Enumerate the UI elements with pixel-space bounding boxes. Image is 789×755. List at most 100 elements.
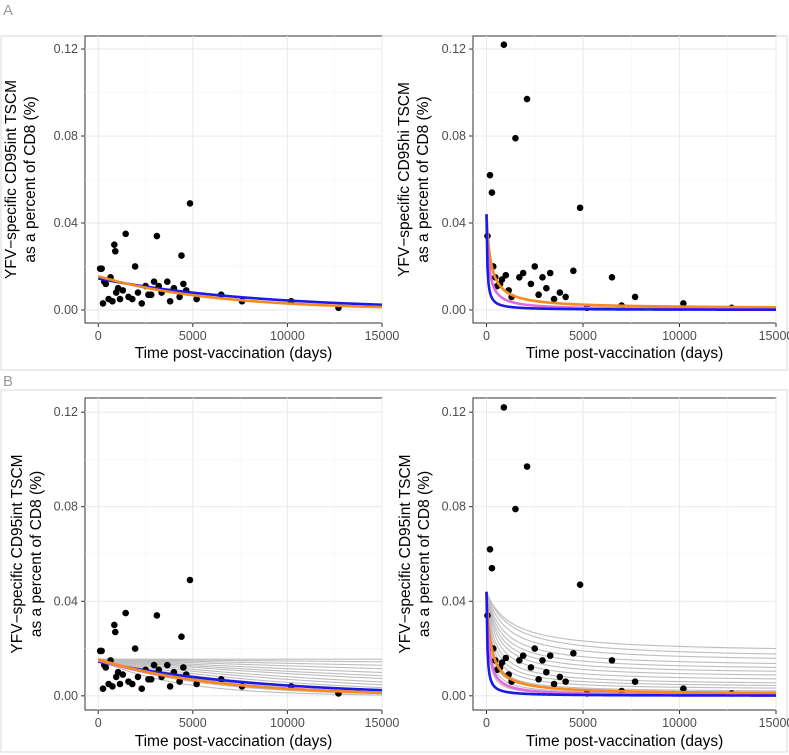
data-point — [176, 678, 183, 685]
realization-curve — [485, 591, 776, 692]
realization-curve — [98, 658, 382, 674]
y-axis-title: YFV−specific CD95hi TSCM as a percent of … — [396, 82, 432, 277]
x-tick-label: 0 — [95, 329, 102, 343]
data-point — [111, 621, 118, 629]
data-point — [562, 293, 569, 301]
realization-curve — [485, 591, 776, 659]
data-point — [180, 664, 187, 671]
data-point — [680, 685, 687, 693]
realization-curve — [98, 658, 382, 663]
realization-curve — [98, 658, 382, 696]
data-point — [102, 280, 110, 288]
data-point — [512, 134, 519, 142]
data-point — [99, 300, 107, 307]
data-point — [535, 291, 542, 299]
data-point — [531, 263, 539, 270]
data-point — [119, 671, 127, 678]
y-tick-label: 0.04 — [442, 216, 466, 230]
data-point — [116, 295, 124, 303]
realization-curve — [485, 591, 776, 672]
data-point — [550, 295, 558, 303]
data-point — [163, 278, 171, 285]
data-point — [539, 657, 546, 664]
data-point — [546, 652, 554, 659]
plot-contents — [96, 200, 382, 312]
x-axis-title: Time post-vaccination (days) — [135, 733, 333, 750]
data-point — [150, 278, 158, 285]
data-point — [608, 657, 616, 664]
data-point — [193, 680, 200, 688]
realization-curve — [98, 658, 382, 683]
panel-label-a: A — [3, 2, 13, 19]
y-axis-title: YFV−specific CD95int TSCM as a percent of… — [397, 454, 433, 653]
data-point — [122, 230, 129, 238]
data-point — [122, 609, 129, 617]
data-point — [186, 576, 194, 584]
data-point — [488, 564, 496, 572]
y-axis-title-line-2: as a percent of CD8 (%) — [22, 96, 39, 262]
data-point — [99, 685, 107, 693]
x-axis-title: Time post-vaccination (days) — [526, 345, 724, 362]
fit-curve-orange — [485, 214, 776, 309]
data-point — [502, 654, 510, 662]
data-point — [128, 680, 136, 688]
y-tick-label: 0.00 — [54, 689, 78, 703]
fit-curve-blue — [485, 591, 776, 697]
x-tick-label: 0 — [483, 329, 490, 343]
data-point — [539, 274, 546, 281]
charts-container: 0 5000 10000 15000 0.00 0.04 0.08 0.12 Time post… — [3, 35, 789, 750]
x-tick-label: 5000 — [179, 329, 207, 343]
data-point — [102, 664, 110, 671]
data-point — [516, 657, 523, 664]
data-point — [516, 274, 523, 281]
data-point — [111, 628, 119, 636]
y-axis-title-line-1: YFV−specific CD95int TSCM — [397, 454, 414, 653]
chart-B-right: 0 5000 10000 15000 0.00 0.04 0.08 0.12 Time post… — [397, 397, 789, 750]
x-tick-label: 0 — [95, 716, 102, 730]
data-point — [535, 675, 542, 683]
data-point — [543, 668, 550, 676]
data-point — [608, 274, 616, 281]
x-axis-title: Time post-vaccination (days) — [526, 733, 724, 750]
y-tick-label: 0.00 — [442, 689, 466, 703]
realization-curve — [485, 591, 776, 676]
fit-curve-orange — [485, 591, 776, 695]
x-tick-label: 15000 — [759, 329, 789, 343]
x-tick-label: 15000 — [365, 716, 400, 730]
x-tick-label: 10000 — [270, 716, 305, 730]
fit-curve-orange — [97, 657, 382, 695]
data-point — [576, 204, 584, 212]
data-point — [153, 232, 161, 240]
x-tick-label: 10000 — [662, 716, 697, 730]
data-point — [98, 265, 105, 272]
x-tick-label: 5000 — [569, 329, 597, 343]
data-point — [178, 633, 185, 641]
data-point — [556, 289, 564, 296]
y-axis-title: YFV−specific CD95int TSCM as a percent of… — [3, 80, 39, 279]
data-point — [131, 645, 139, 652]
data-point — [109, 683, 116, 690]
data-point — [556, 673, 564, 681]
data-point — [523, 463, 531, 470]
data-point — [109, 297, 116, 305]
plot-contents — [484, 41, 776, 312]
x-tick-label: 15000 — [365, 329, 400, 343]
y-tick-label: 0.08 — [54, 500, 78, 514]
y-axis-title-line-2: as a percent of CD8 (%) — [416, 471, 433, 637]
data-point — [163, 661, 171, 669]
data-point — [486, 171, 494, 179]
realization-curve — [98, 658, 382, 680]
data-point — [134, 289, 142, 296]
realization-curve — [485, 591, 776, 687]
y-tick-label: 0.00 — [54, 303, 78, 317]
fit-curve-orange — [97, 275, 382, 309]
data-point — [134, 673, 142, 681]
chart-B-left: 0 5000 10000 15000 0.00 0.04 0.08 0.12 Time post… — [9, 397, 400, 750]
x-tick-label: 5000 — [569, 716, 597, 730]
data-point — [502, 271, 510, 279]
realization-curve — [98, 658, 382, 670]
data-point — [570, 649, 577, 657]
data-point — [519, 652, 527, 659]
y-axis-title-line-1: YFV−specific CD95int TSCM — [3, 80, 20, 279]
